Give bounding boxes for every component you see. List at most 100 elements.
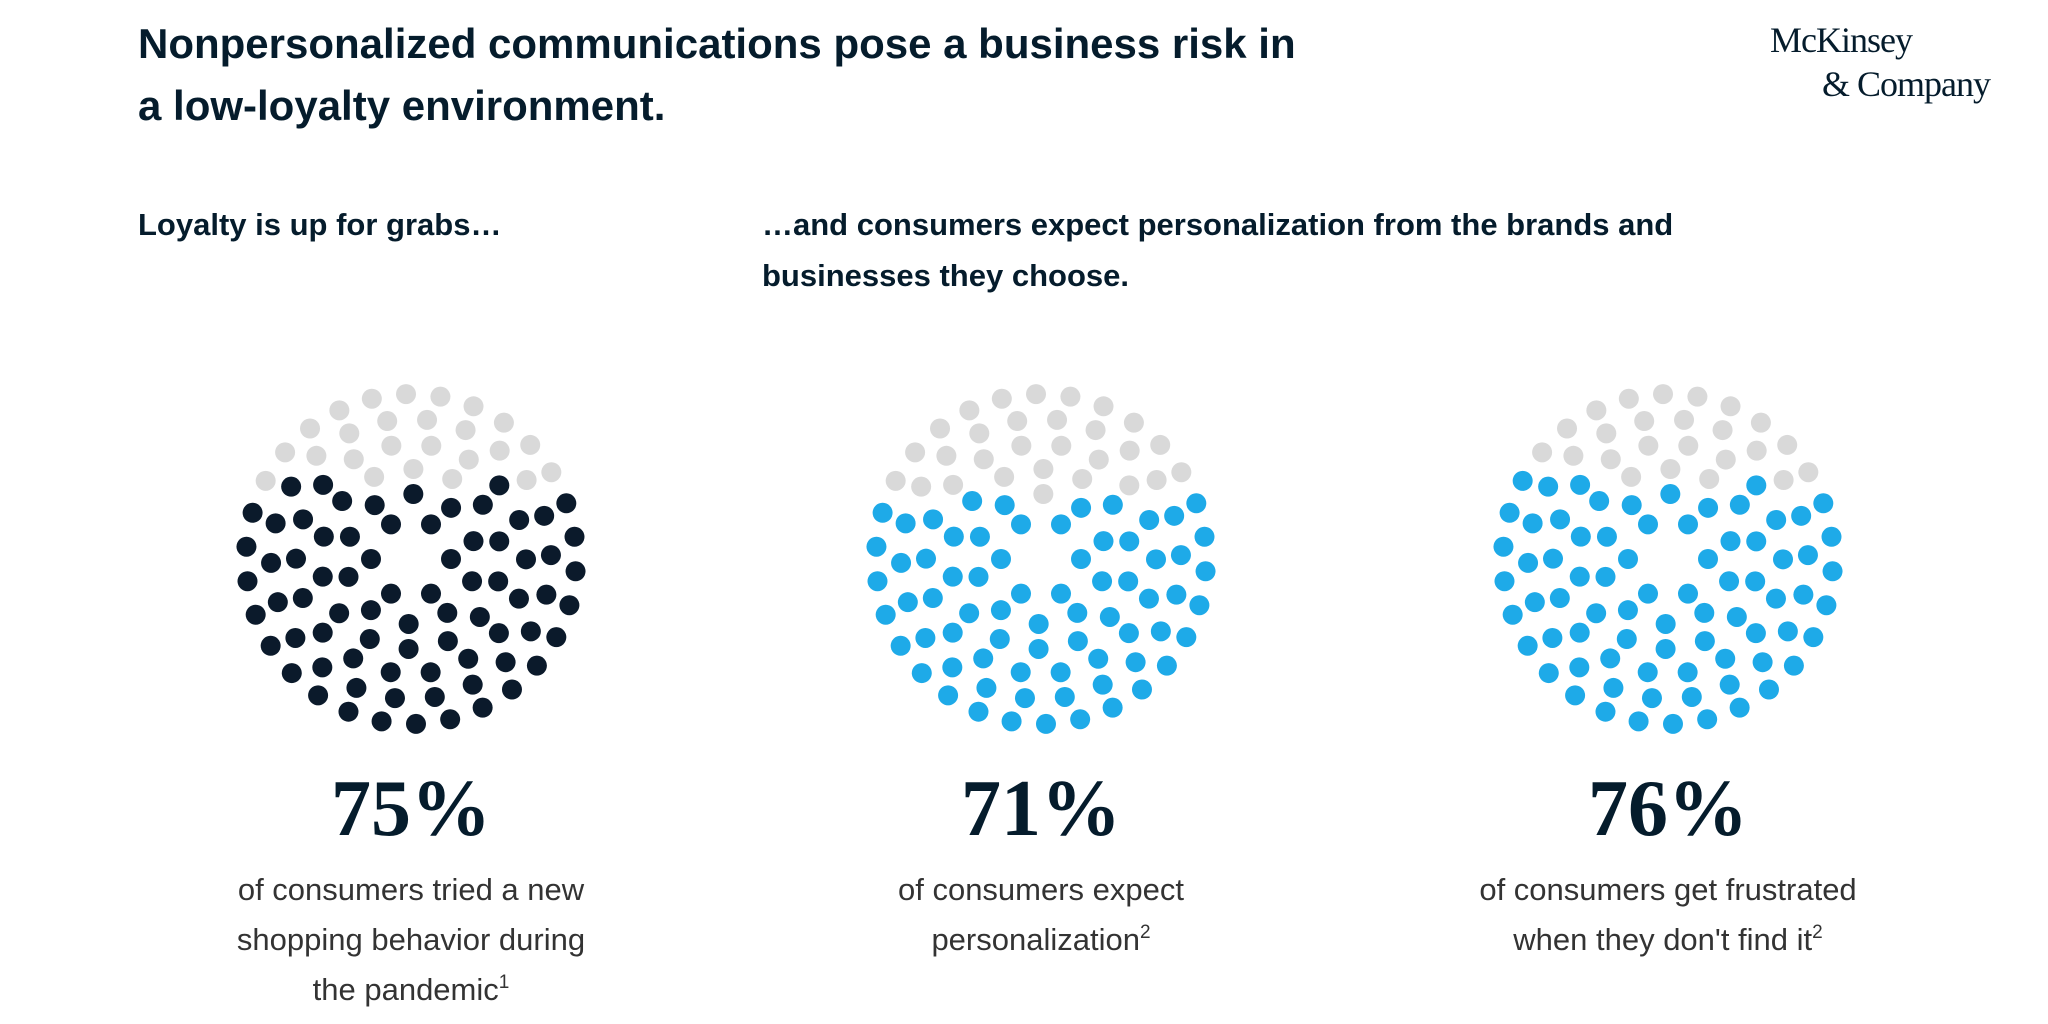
dot-filled: [915, 627, 936, 648]
dot-empty: [1634, 411, 1655, 432]
dot-filled: [495, 652, 516, 673]
dot-filled: [381, 514, 401, 535]
footnote-marker: 1: [499, 972, 510, 993]
dot-filled: [312, 657, 333, 678]
dot-empty: [1596, 423, 1617, 444]
dot-filled: [501, 679, 522, 700]
dot-filled: [437, 631, 458, 652]
dot-filled: [968, 566, 989, 587]
dot-filled: [1715, 648, 1736, 669]
dot-filled: [1011, 583, 1031, 604]
dot-filled: [403, 484, 424, 505]
dot-filled: [1093, 531, 1114, 552]
dot-filled: [1499, 502, 1520, 523]
dot-empty: [930, 418, 951, 439]
dot-empty: [396, 384, 417, 405]
footnote-marker: 2: [1812, 922, 1823, 943]
dot-filled: [332, 491, 353, 512]
dot-empty: [1586, 400, 1607, 421]
dot-filled: [1595, 701, 1616, 722]
dot-filled: [1822, 561, 1843, 582]
dot-filled: [1494, 571, 1515, 592]
dot-empty: [458, 449, 479, 470]
dot-filled: [338, 566, 359, 587]
dot-filled: [556, 493, 577, 514]
dot-empty: [1600, 449, 1621, 470]
dot-filled: [1067, 631, 1088, 652]
dot-filled: [1145, 549, 1166, 570]
dot-filled: [1517, 635, 1538, 656]
percent-label: 71%: [961, 765, 1121, 853]
dot-filled: [1678, 583, 1698, 604]
dot-filled: [260, 635, 281, 656]
dot-filled: [1092, 674, 1113, 695]
dot-filled: [1797, 545, 1818, 566]
dot-filled: [916, 548, 937, 569]
dot-filled: [1099, 606, 1120, 627]
logo-line: McKinsey: [1770, 20, 1913, 60]
dot-empty: [275, 442, 296, 463]
dot-filled: [1570, 474, 1591, 495]
dot-filled: [938, 685, 959, 706]
dot-filled: [472, 697, 493, 718]
dot-filled: [890, 635, 911, 656]
dot-filled: [437, 602, 458, 623]
dot-filled: [1698, 549, 1718, 569]
dot-filled: [942, 622, 963, 643]
dot-filled: [1729, 697, 1750, 718]
dot-empty: [1674, 409, 1695, 430]
dot-filled: [526, 655, 547, 676]
dot-filled: [1139, 509, 1160, 530]
dot-filled: [959, 603, 980, 624]
dot-filled: [1821, 526, 1842, 547]
dot-filled: [1570, 526, 1591, 547]
dot-filled: [1662, 713, 1683, 734]
dot-empty: [455, 420, 476, 441]
dot-empty: [936, 445, 957, 466]
dot-empty: [943, 474, 964, 495]
dot-empty: [417, 409, 438, 430]
dot-filled: [1054, 686, 1075, 707]
dot-filled: [359, 629, 380, 650]
dot-filled: [1752, 652, 1773, 673]
dot-filled: [897, 592, 918, 613]
dot-empty: [329, 400, 350, 421]
dot-empty: [969, 423, 990, 444]
dot-filled: [462, 571, 483, 592]
dot-empty: [1123, 412, 1144, 433]
dot-empty: [991, 388, 1012, 409]
dot-filled: [508, 588, 529, 609]
dot-filled: [1719, 674, 1740, 695]
dot-empty: [1033, 459, 1054, 480]
dot-filled: [1586, 603, 1607, 624]
dot-filled: [364, 495, 385, 516]
dot-filled: [1694, 631, 1715, 652]
dot-filled: [1637, 662, 1658, 683]
dot-filled: [472, 494, 493, 515]
dot-filled: [1569, 622, 1590, 643]
dot-filled: [989, 629, 1010, 650]
dot-empty: [381, 435, 402, 456]
dot-empty: [1150, 434, 1171, 455]
dot-empty: [1119, 475, 1140, 496]
dot-empty: [1687, 386, 1708, 407]
dot-empty: [1060, 386, 1081, 407]
dot-empty: [1798, 462, 1819, 483]
dot-filled: [338, 701, 359, 722]
dot-filled: [1550, 509, 1571, 530]
dot-empty: [1532, 442, 1553, 463]
dot-filled: [509, 509, 530, 530]
percent-label: 75%: [331, 765, 491, 853]
dot-empty: [430, 386, 451, 407]
dot-filled: [265, 513, 286, 534]
section-heading: Loyalty is up for grabs…: [138, 207, 501, 242]
dot-empty: [1720, 396, 1741, 417]
dot-empty: [493, 412, 514, 433]
dot-filled: [922, 588, 943, 609]
dot-empty: [1146, 470, 1167, 491]
dot-filled: [1131, 679, 1152, 700]
dot-filled: [1719, 571, 1740, 592]
dot-filled: [245, 604, 266, 625]
dot-empty: [885, 470, 906, 491]
